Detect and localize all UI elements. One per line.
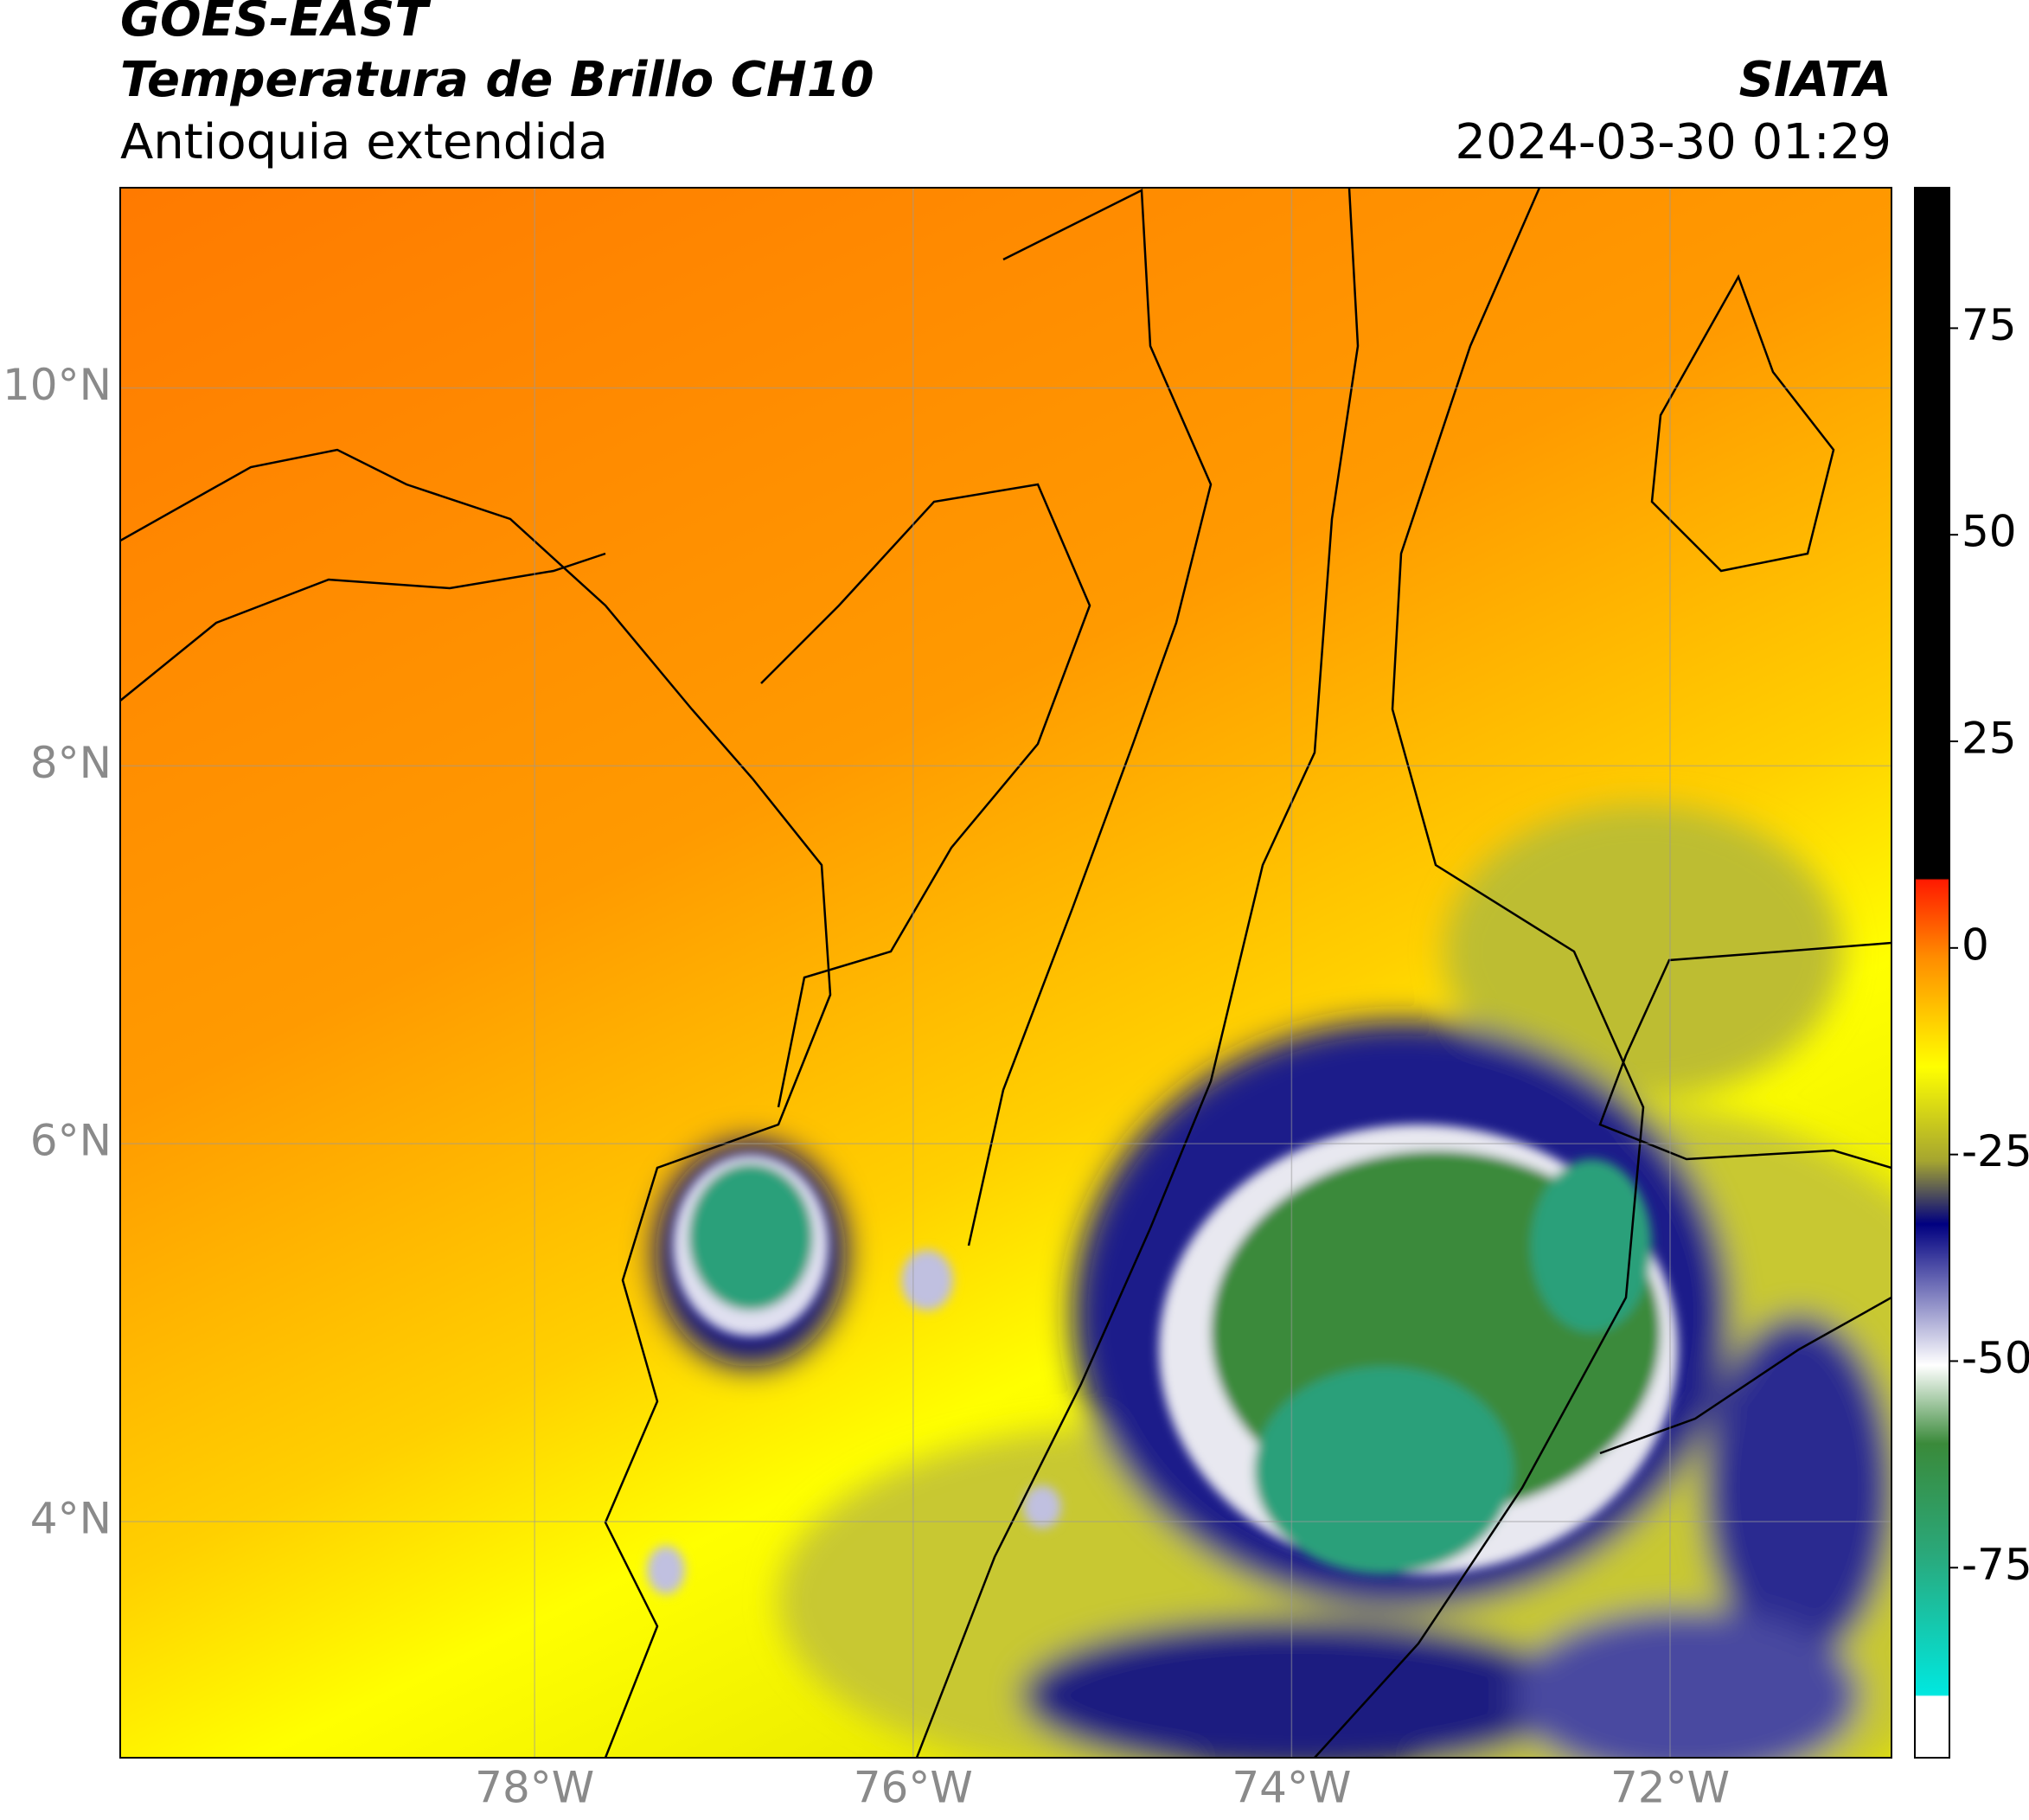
colorbar [1914, 187, 1950, 1759]
x-tick-label: 72°W [1610, 1763, 1730, 1813]
source: SIATA [1739, 52, 1891, 108]
colorbar-tick-label: 50 [1962, 507, 2017, 557]
colorbar-tick-label: -25 [1962, 1126, 2029, 1176]
x-tick-label: 74°W [1232, 1763, 1351, 1813]
region: Antioquia extendida [120, 114, 608, 170]
x-tick-label: 76°W [854, 1763, 973, 1813]
y-tick-label: 6°N [30, 1116, 112, 1166]
grid [120, 188, 1891, 1758]
subtitle: Temperatura de Brillo CH10 [120, 52, 874, 108]
y-tick-label: 8°N [30, 738, 112, 788]
colorbar-tick-label: -50 [1962, 1333, 2029, 1383]
datetime: 2024-03-30 01:29 [1455, 114, 1891, 170]
y-tick-label: 4°N [30, 1493, 112, 1543]
y-tick-label: 10°N [3, 360, 112, 410]
colorbar-tick-label: 25 [1962, 714, 2017, 764]
map-frame [119, 187, 1892, 1759]
colorbar-tick-label: 0 [1962, 920, 1989, 970]
title: GOES-EAST [120, 0, 431, 48]
satellite-image [120, 188, 1891, 1758]
colorbar-tick-label: 75 [1962, 300, 2017, 350]
colorbar-tick-label: -75 [1962, 1540, 2029, 1590]
x-tick-label: 78°W [475, 1763, 594, 1813]
